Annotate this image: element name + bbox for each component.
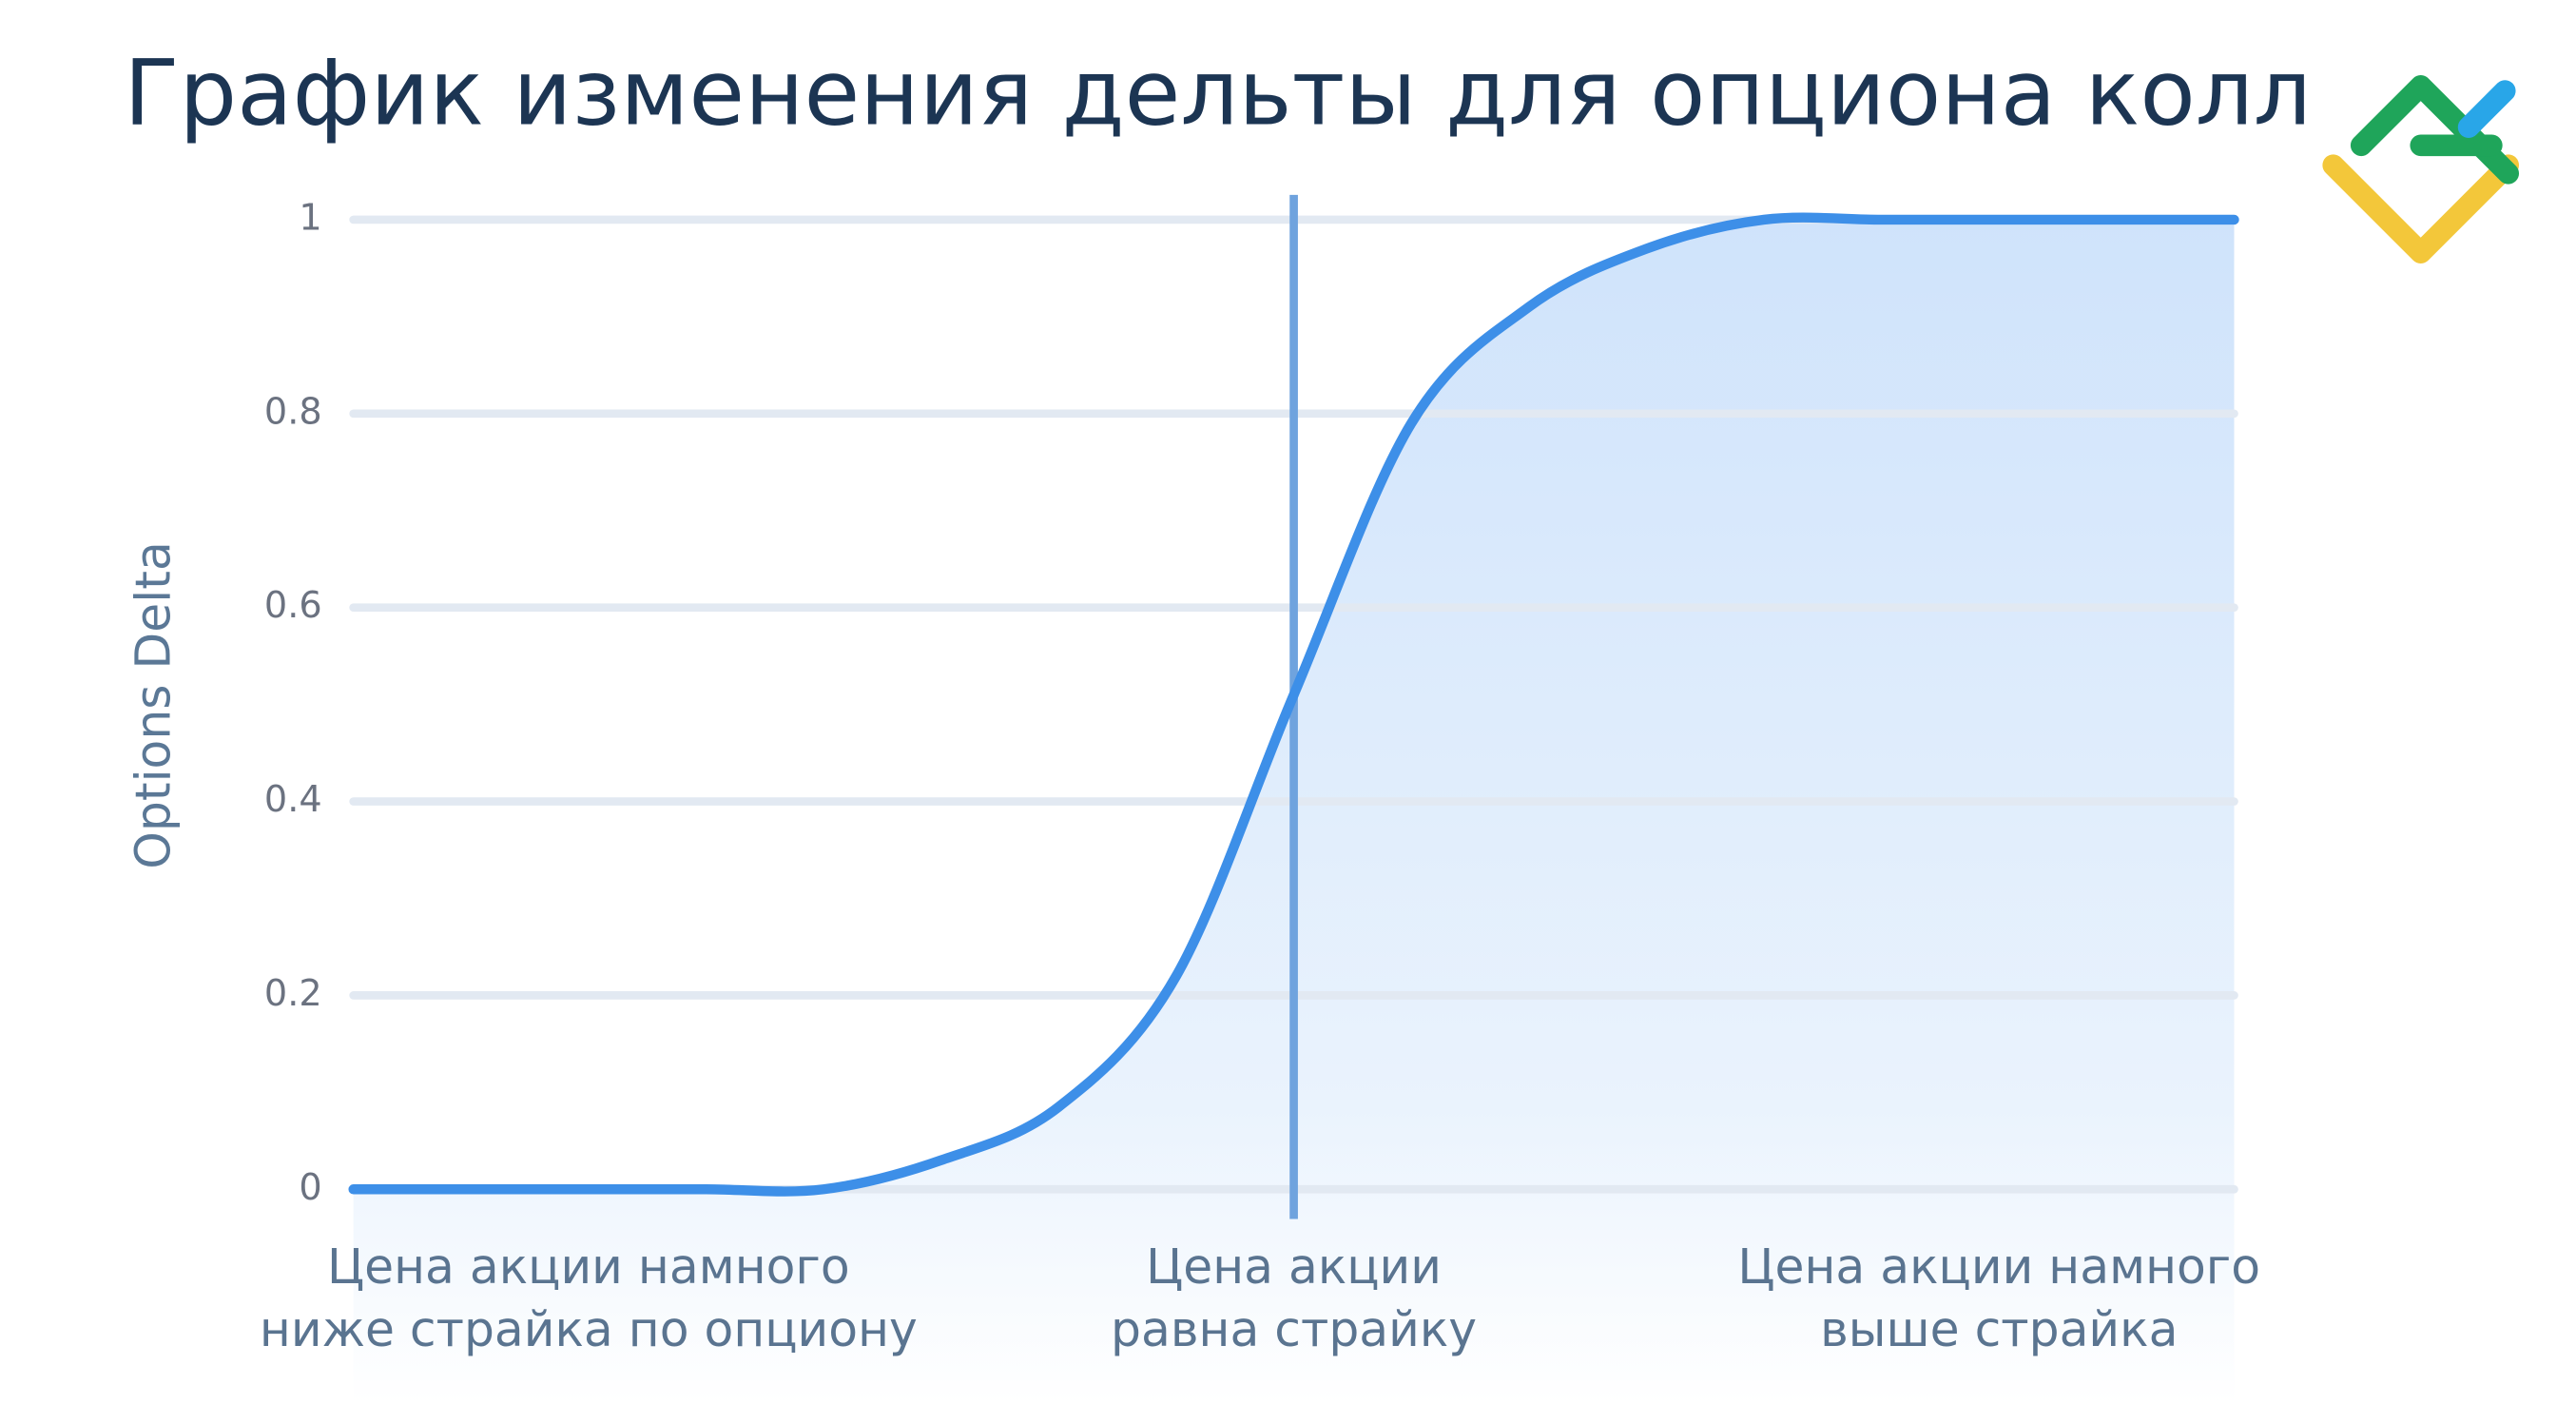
x-label-box: Цена акции намного выше страйка	[1737, 1238, 2261, 1358]
chart-title: График изменения дельты для опциона колл	[124, 40, 2312, 146]
y-tick-label: 0.4	[264, 779, 322, 821]
x-tick-label: Цена акции намного выше страйка	[1737, 1238, 2261, 1358]
x-label-box: Цена акции намного ниже страйка по опцио…	[259, 1238, 918, 1358]
y-tick-label: 0.2	[264, 973, 322, 1015]
line	[348, 212, 2239, 1197]
x-tick-label: Цена акции намного ниже страйка по опцио…	[259, 1238, 918, 1358]
y-axis-label: Options Delta	[126, 541, 182, 869]
y-tick-label: 0.8	[264, 391, 322, 433]
y-tick-label: 0.6	[264, 585, 322, 627]
x-label-box: Цена акции равна страйку	[1111, 1238, 1478, 1358]
y-tick-label: 0	[299, 1167, 321, 1209]
logo	[2322, 75, 2520, 263]
x-tick-label: Цена акции равна страйку	[1111, 1238, 1478, 1358]
y-tick-label: 1	[299, 197, 321, 239]
